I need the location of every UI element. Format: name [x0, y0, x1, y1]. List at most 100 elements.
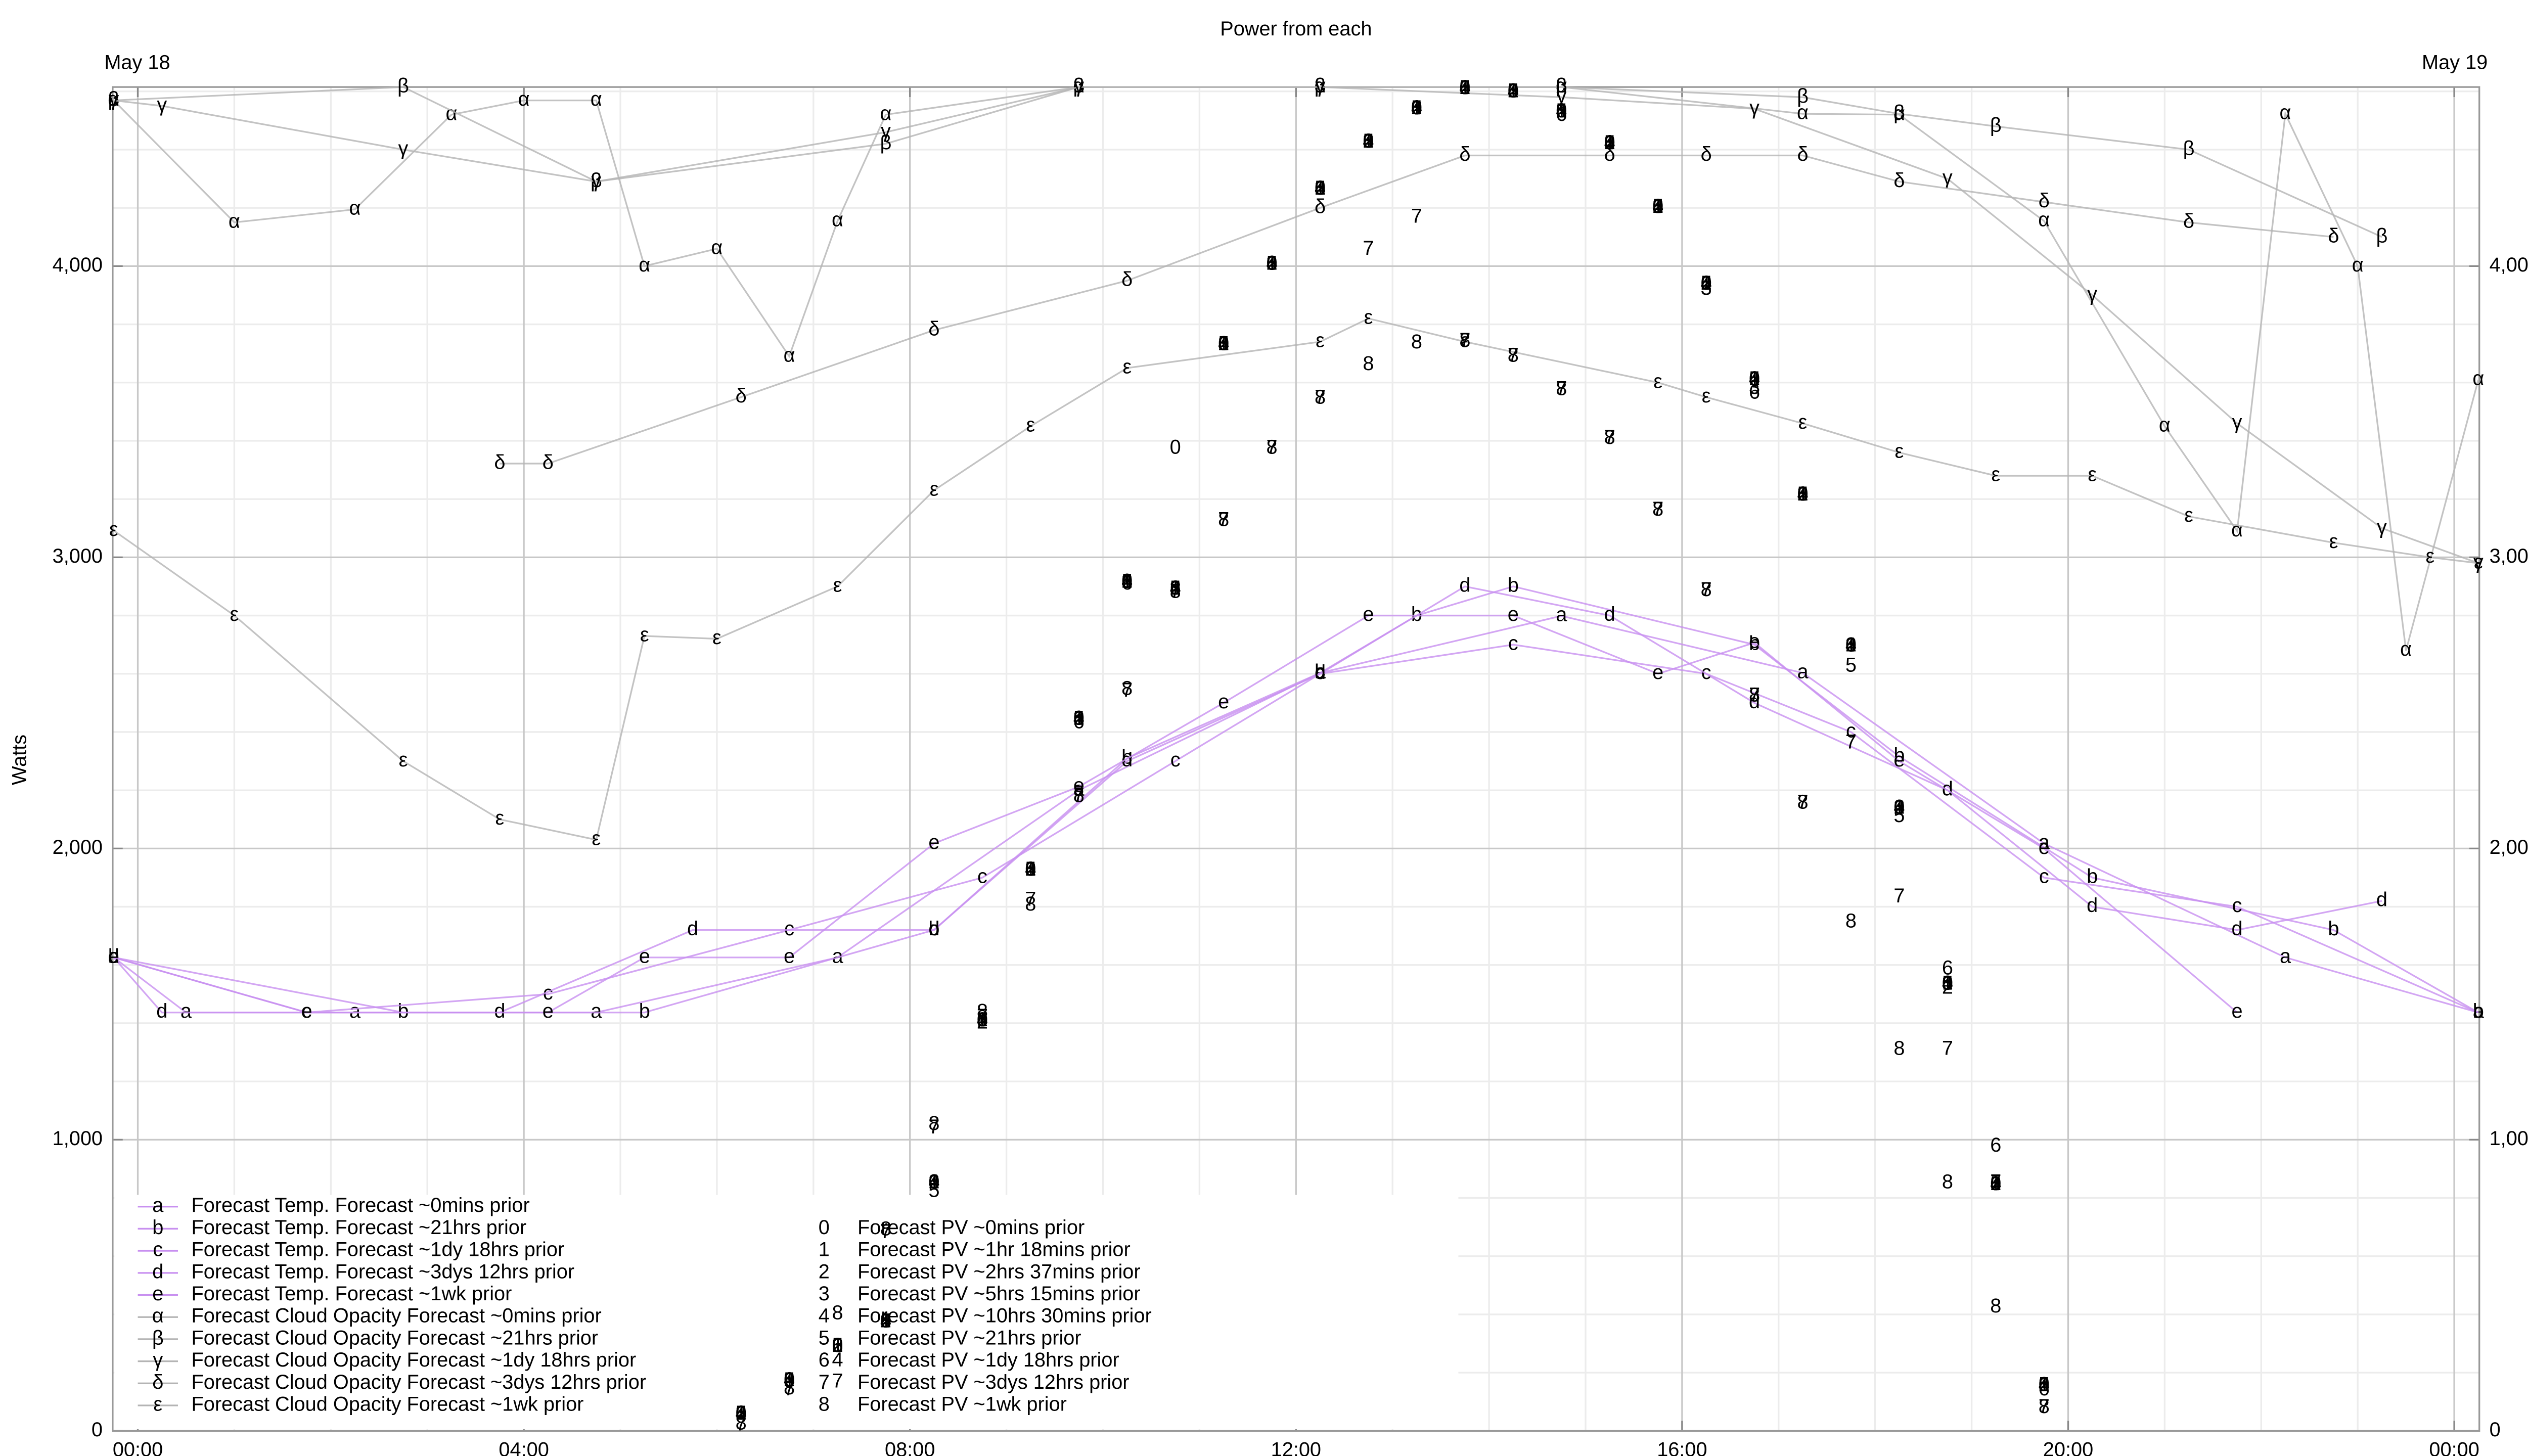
data-point: 2	[1363, 130, 1374, 152]
legend-label: Forecast Cloud Opacity Forecast ~1dy 18h…	[191, 1349, 636, 1371]
data-point: ε	[399, 749, 408, 771]
data-point: 4	[880, 1309, 891, 1332]
data-point: d	[1459, 574, 1470, 596]
y2-tick-label: 4,000	[2490, 254, 2528, 276]
data-point: 2	[1942, 976, 1953, 998]
legend-label: Forecast Temp. Forecast ~0mins prior	[191, 1194, 529, 1216]
data-point: 6	[1556, 103, 1567, 125]
data-point: γ	[398, 137, 409, 159]
data-point: 7	[928, 1116, 939, 1138]
series-line	[113, 317, 2478, 841]
data-point: 4	[1073, 707, 1085, 730]
data-point: 0	[784, 1369, 795, 1391]
data-point: 7	[1025, 888, 1036, 910]
data-point: 6	[1701, 272, 1712, 294]
data-point: 8	[1218, 508, 1229, 530]
data-point: 5	[880, 1309, 891, 1332]
series-line	[113, 614, 2238, 1014]
data-point: α	[1315, 75, 1326, 97]
legend-marker: 2	[819, 1260, 830, 1283]
data-point: 0	[1508, 79, 1519, 102]
data-point: 2	[880, 1309, 891, 1332]
data-point: γ	[2087, 283, 2097, 305]
data-point: e	[543, 1000, 554, 1022]
data-point: 1	[1170, 577, 1181, 599]
data-point: 7	[1218, 508, 1229, 530]
legend-marker: β	[152, 1327, 164, 1349]
data-point: 2	[832, 1334, 843, 1356]
data-point: 0	[1170, 436, 1181, 458]
data-point: γ	[2473, 551, 2484, 573]
data-point: 6	[1797, 483, 1808, 505]
data-point: β	[1797, 85, 1809, 107]
data-point: 0	[1267, 252, 1278, 274]
data-point: 2	[1652, 195, 1663, 217]
data-point: ε	[1364, 306, 1373, 329]
legend-label: Forecast PV ~10hrs 30mins prior	[857, 1305, 1152, 1327]
data-point: 7	[1942, 1037, 1953, 1059]
data-point: c	[1846, 719, 1856, 742]
data-point: c	[784, 918, 794, 940]
data-point: 1	[736, 1402, 747, 1424]
data-point: 1	[1459, 76, 1470, 99]
data-point: 2	[1411, 97, 1422, 119]
legend-marker: ε	[153, 1393, 162, 1416]
data-point: 1	[1797, 483, 1808, 505]
data-point: α	[711, 236, 723, 258]
data-point: 7	[1990, 1171, 2001, 1193]
data-point: d	[108, 945, 119, 967]
data-point: 3	[1845, 634, 1857, 656]
data-point: β	[880, 131, 892, 154]
data-point: 7	[832, 1370, 843, 1392]
data-point: b	[2087, 865, 2098, 887]
data-point: 3	[1893, 796, 1905, 818]
data-point: ε	[1798, 411, 1808, 433]
data-point: ε	[640, 623, 649, 646]
data-point: e	[1508, 603, 1519, 625]
data-point: 7	[1411, 205, 1422, 228]
data-point: 3	[1073, 707, 1085, 730]
data-point: 3	[1508, 79, 1519, 102]
legend-marker: 6	[819, 1349, 830, 1371]
data-point: 7	[1749, 684, 1760, 706]
data-point: 2	[736, 1402, 747, 1424]
data-point: 8	[1652, 498, 1663, 520]
data-point: 5	[1845, 654, 1857, 676]
data-point: γ	[2232, 411, 2242, 433]
data-point: 2	[1315, 177, 1326, 199]
data-point: γ	[1749, 97, 1759, 119]
data-point: e	[1218, 691, 1229, 713]
data-point: c	[543, 982, 553, 1004]
data-point: α	[2472, 368, 2484, 390]
data-point: 1	[1411, 97, 1422, 119]
data-point: c	[2473, 1000, 2484, 1022]
data-point: 0	[1218, 332, 1229, 354]
data-point: α	[445, 102, 457, 124]
data-point: 4	[1797, 483, 1808, 505]
data-point: 2	[1508, 79, 1519, 102]
data-point: 5	[1990, 1172, 2001, 1195]
data-point: α	[2352, 254, 2364, 276]
data-point: 6	[880, 1309, 891, 1332]
data-point: α	[2400, 638, 2412, 660]
legend-marker: 4	[819, 1305, 830, 1327]
data-point: 4	[1990, 1172, 2001, 1195]
data-point: ε	[2474, 551, 2483, 573]
legend-label: Forecast Temp. Forecast ~21hrs prior	[191, 1216, 526, 1239]
data-point: ε	[2184, 504, 2193, 526]
data-point: 7	[1604, 426, 1615, 448]
data-point: 5	[1749, 368, 1760, 390]
data-point: e	[108, 945, 119, 967]
data-point: 3	[784, 1369, 795, 1391]
data-point: 4	[1363, 130, 1374, 152]
data-point: 7	[1893, 885, 1905, 907]
data-point: 0	[1556, 100, 1567, 122]
data-point: 7	[1845, 731, 1857, 753]
legend-marker: α	[152, 1305, 164, 1327]
data-point: b	[639, 1000, 650, 1022]
data-point: 4	[1604, 131, 1615, 154]
data-point: 1	[928, 1171, 939, 1193]
data-point: 2	[784, 1369, 795, 1391]
data-point: 6	[1893, 796, 1905, 818]
data-point: a	[180, 1000, 192, 1022]
